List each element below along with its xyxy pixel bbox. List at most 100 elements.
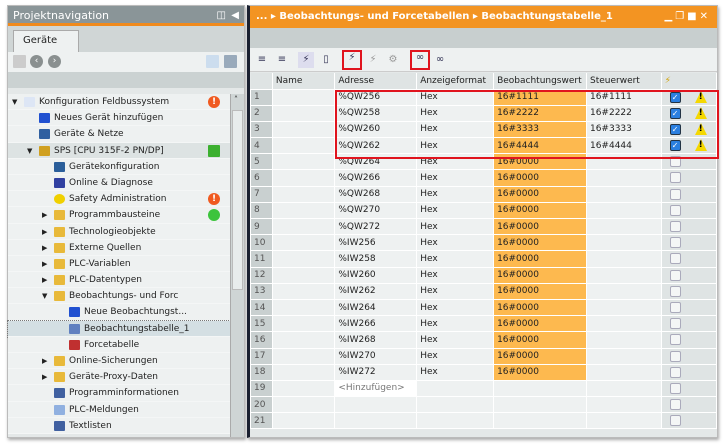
format-cell[interactable] bbox=[416, 412, 495, 430]
address-cell[interactable]: %QW268 bbox=[334, 185, 418, 203]
row-number[interactable]: 4 bbox=[250, 137, 273, 155]
expand-arrow-icon[interactable]: ▶ bbox=[42, 211, 48, 220]
expand-arrow-icon[interactable]: ▼ bbox=[42, 292, 48, 301]
column-header[interactable]: Beobachtungswert bbox=[493, 73, 587, 89]
table-row[interactable]: 16 %IW268 Hex 16#0000 bbox=[250, 331, 718, 349]
name-cell[interactable] bbox=[271, 217, 336, 236]
enable-peripheral-icon[interactable]: ⚙ bbox=[388, 54, 398, 65]
tree-item[interactable]: ▶ Programmbausteine bbox=[8, 207, 230, 224]
modify-once-icon[interactable]: ⚡ bbox=[342, 50, 362, 70]
tree-item[interactable]: ▶ PLC-Variablen bbox=[8, 255, 230, 273]
control-value-cell[interactable] bbox=[585, 250, 662, 268]
table-row[interactable]: 2 %QW258 Hex 16#2222 16#2222 ✓ bbox=[250, 104, 718, 122]
table-row[interactable]: 9 %QW272 Hex 16#0000 bbox=[250, 217, 718, 236]
observe-value-cell[interactable]: 16#0000 bbox=[493, 363, 587, 381]
force-cell[interactable] bbox=[660, 185, 718, 203]
modify-checkbox[interactable] bbox=[669, 156, 681, 168]
table-row[interactable]: 18 %IW272 Hex 16#0000 bbox=[250, 363, 718, 381]
address-cell[interactable]: %QW262 bbox=[334, 137, 418, 155]
format-cell[interactable]: Hex bbox=[416, 250, 495, 268]
control-value-cell[interactable] bbox=[585, 412, 662, 430]
tree-item[interactable]: Forcetabelle bbox=[8, 336, 230, 353]
row-number[interactable]: 17 bbox=[250, 347, 273, 365]
name-cell[interactable] bbox=[271, 379, 336, 398]
address-cell[interactable]: %QW260 bbox=[334, 120, 418, 139]
expand-arrow-icon[interactable]: ▼ bbox=[12, 98, 18, 106]
observe-value-cell[interactable]: 16#0000 bbox=[493, 234, 587, 252]
column-header[interactable]: Name bbox=[272, 73, 336, 89]
force-cell[interactable] bbox=[660, 315, 718, 333]
row-number[interactable]: 6 bbox=[250, 169, 273, 187]
name-cell[interactable] bbox=[271, 266, 336, 284]
row-number[interactable]: 18 bbox=[250, 363, 273, 381]
back-icon[interactable]: ‹ bbox=[30, 55, 43, 68]
observe-value-cell[interactable]: 16#0000 bbox=[493, 266, 587, 284]
observe-value-cell[interactable]: 16#0000 bbox=[493, 217, 587, 236]
observe-value-cell[interactable] bbox=[493, 379, 587, 398]
tree-item[interactable]: Neue Beobachtungst... bbox=[8, 304, 230, 321]
column-header[interactable]: ⚡ bbox=[661, 73, 718, 89]
control-value-cell[interactable] bbox=[585, 185, 662, 203]
name-cell[interactable] bbox=[271, 185, 336, 203]
name-cell[interactable] bbox=[271, 201, 336, 220]
observe-value-cell[interactable] bbox=[493, 412, 587, 430]
monitor-all-icon[interactable]: ∞ bbox=[410, 50, 430, 70]
address-cell[interactable]: %QW272 bbox=[334, 217, 418, 236]
force-cell[interactable] bbox=[660, 282, 718, 300]
force-cell[interactable] bbox=[660, 347, 718, 365]
control-value-cell[interactable] bbox=[585, 298, 662, 317]
control-value-cell[interactable] bbox=[585, 363, 662, 381]
format-cell[interactable]: Hex bbox=[416, 363, 495, 381]
tree-item[interactable]: Geräte & Netze bbox=[8, 126, 230, 143]
name-cell[interactable] bbox=[271, 347, 336, 365]
expand-arrow-icon[interactable]: ▶ bbox=[42, 243, 48, 252]
control-value-cell[interactable]: 16#4444 bbox=[585, 137, 662, 155]
name-cell[interactable] bbox=[271, 169, 336, 187]
format-cell[interactable]: Hex bbox=[416, 298, 495, 317]
name-cell[interactable] bbox=[271, 412, 336, 430]
tree-item[interactable]: Neues Gerät hinzufügen bbox=[8, 110, 230, 127]
observe-value-cell[interactable]: 16#0000 bbox=[493, 201, 587, 220]
name-cell[interactable] bbox=[271, 331, 336, 349]
format-cell[interactable] bbox=[416, 379, 495, 398]
tree-item[interactable]: PLC-Meldungen bbox=[8, 401, 230, 418]
tree-item[interactable]: ▶ Online-Sicherungen bbox=[8, 353, 230, 370]
monitor-once-icon[interactable]: ∞ bbox=[435, 54, 445, 65]
format-cell[interactable]: Hex bbox=[416, 315, 495, 333]
modify-checkbox[interactable] bbox=[669, 366, 681, 378]
modify-checkbox[interactable] bbox=[669, 253, 681, 265]
address-cell[interactable]: %IW270 bbox=[334, 347, 418, 365]
format-cell[interactable]: Hex bbox=[416, 347, 495, 365]
tree-item[interactable]: ▶ Geräte-Proxy-Daten bbox=[8, 369, 230, 386]
modify-checkbox[interactable] bbox=[669, 415, 681, 427]
force-cell[interactable] bbox=[660, 331, 718, 349]
row-number[interactable]: 3 bbox=[250, 120, 273, 139]
modify-checkbox[interactable]: ✓ bbox=[669, 123, 681, 135]
force-cell[interactable] bbox=[660, 363, 718, 381]
modify-checkbox[interactable] bbox=[669, 301, 681, 313]
name-cell[interactable] bbox=[271, 282, 336, 300]
control-value-cell[interactable] bbox=[585, 169, 662, 187]
address-cell[interactable]: %QW270 bbox=[334, 201, 418, 220]
dock-icon[interactable]: ◫ bbox=[216, 10, 226, 21]
row-number[interactable]: 21 bbox=[250, 412, 273, 430]
force-cell[interactable]: ✓ bbox=[660, 137, 718, 155]
address-cell[interactable] bbox=[334, 396, 418, 414]
row-number[interactable]: 5 bbox=[250, 153, 273, 171]
address-cell[interactable] bbox=[334, 412, 418, 430]
name-cell[interactable] bbox=[271, 153, 336, 171]
row-number[interactable]: 12 bbox=[250, 266, 273, 284]
modify-checkbox[interactable] bbox=[669, 350, 681, 362]
address-cell[interactable]: %QW266 bbox=[334, 169, 418, 187]
control-value-cell[interactable] bbox=[585, 282, 662, 300]
observe-value-cell[interactable]: 16#0000 bbox=[493, 347, 587, 365]
forward-icon[interactable]: › bbox=[48, 55, 61, 68]
observe-value-cell[interactable]: 16#0000 bbox=[493, 169, 587, 187]
name-cell[interactable] bbox=[271, 250, 336, 268]
force-cell[interactable] bbox=[660, 250, 718, 268]
address-cell[interactable]: %IW260 bbox=[334, 266, 418, 284]
address-cell[interactable]: %IW268 bbox=[334, 331, 418, 349]
row-number[interactable]: 10 bbox=[250, 234, 273, 252]
table-row[interactable]: 13 %IW262 Hex 16#0000 bbox=[250, 282, 718, 300]
row-number[interactable]: 8 bbox=[250, 201, 273, 220]
